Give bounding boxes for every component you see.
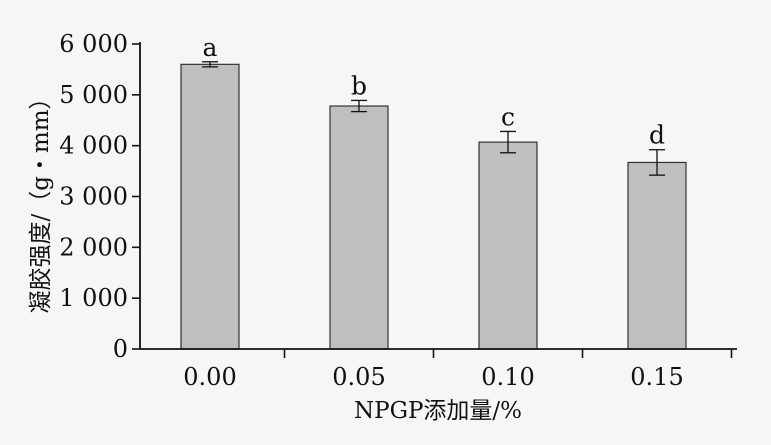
x-axis-title: NPGP添加量/% (354, 398, 522, 424)
bar (478, 141, 538, 350)
y-tick-label: 0 (113, 335, 128, 363)
y-tick-label: 5 000 (59, 81, 128, 109)
x-tick-label: 0.00 (183, 363, 236, 391)
x-tick-label: 0.05 (332, 363, 385, 391)
y-axis-title: 凝胶强度/（g・mm） (28, 86, 54, 313)
bar (329, 105, 389, 350)
y-tick-label: 1 000 (59, 284, 128, 312)
y-tick-label: 6 000 (59, 30, 128, 58)
bars-layer (180, 63, 687, 350)
significance-label: c (501, 102, 515, 131)
significance-label: b (351, 71, 367, 100)
significance-label: a (203, 33, 218, 62)
labels-layer: 0 1 000 2 000 3 000 4 000 5 000 6 000 a 0.00 b 0.0… (59, 30, 683, 391)
y-tick-label: 4 000 (59, 132, 128, 160)
y-tick-label: 2 000 (59, 233, 128, 261)
y-tick-label: 3 000 (59, 183, 128, 211)
x-tick-label: 0.15 (630, 363, 683, 391)
bar (627, 161, 687, 350)
bar (180, 63, 240, 350)
x-tick-label: 0.10 (481, 363, 534, 391)
axes-layer (132, 42, 737, 358)
error-bars-layer (202, 61, 665, 176)
significance-label: d (649, 121, 665, 150)
